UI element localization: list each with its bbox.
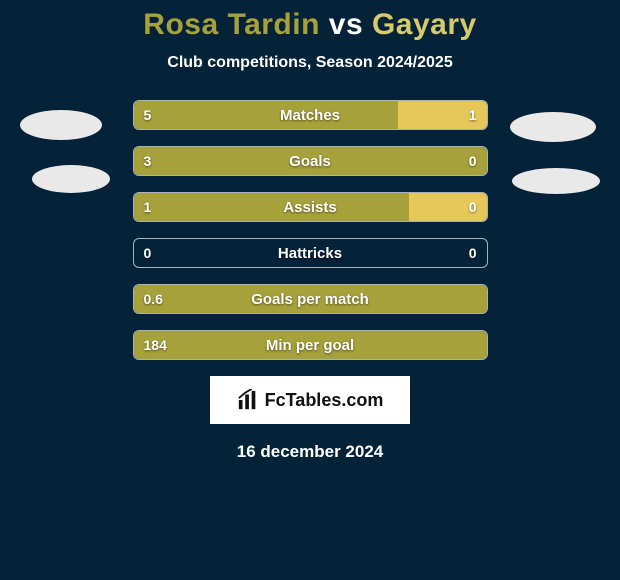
title-right: Gayary [372, 8, 477, 41]
decorative-ellipse [512, 168, 600, 194]
chart-area: 51Matches 30Goals 10Assists 00Hattricks 0.6G… [0, 100, 620, 360]
page-title: Rosa Tardin vs Gayary [0, 0, 620, 42]
brand-logo-text: FcTables.com [265, 390, 384, 411]
stat-row: 30Goals [133, 146, 488, 176]
decorative-ellipse [32, 165, 110, 193]
decorative-ellipse [20, 110, 102, 140]
title-vs: vs [320, 8, 372, 41]
decorative-ellipse [510, 112, 596, 142]
stat-label: Goals [134, 147, 487, 175]
stat-row: 0.6Goals per match [133, 284, 488, 314]
stat-label: Assists [134, 193, 487, 221]
stat-label: Goals per match [134, 285, 487, 313]
chart-icon [237, 389, 259, 411]
footer-date: 16 december 2024 [0, 442, 620, 462]
stat-label: Matches [134, 101, 487, 129]
stat-row: 51Matches [133, 100, 488, 130]
stat-row: 184Min per goal [133, 330, 488, 360]
stat-label: Min per goal [134, 331, 487, 359]
bars-container: 51Matches 30Goals 10Assists 00Hattricks 0.6G… [133, 100, 488, 360]
subtitle: Club competitions, Season 2024/2025 [0, 54, 620, 72]
stat-row: 10Assists [133, 192, 488, 222]
brand-logo[interactable]: FcTables.com [210, 376, 410, 424]
title-left: Rosa Tardin [143, 8, 320, 41]
stat-label: Hattricks [134, 239, 487, 267]
stat-row: 00Hattricks [133, 238, 488, 268]
